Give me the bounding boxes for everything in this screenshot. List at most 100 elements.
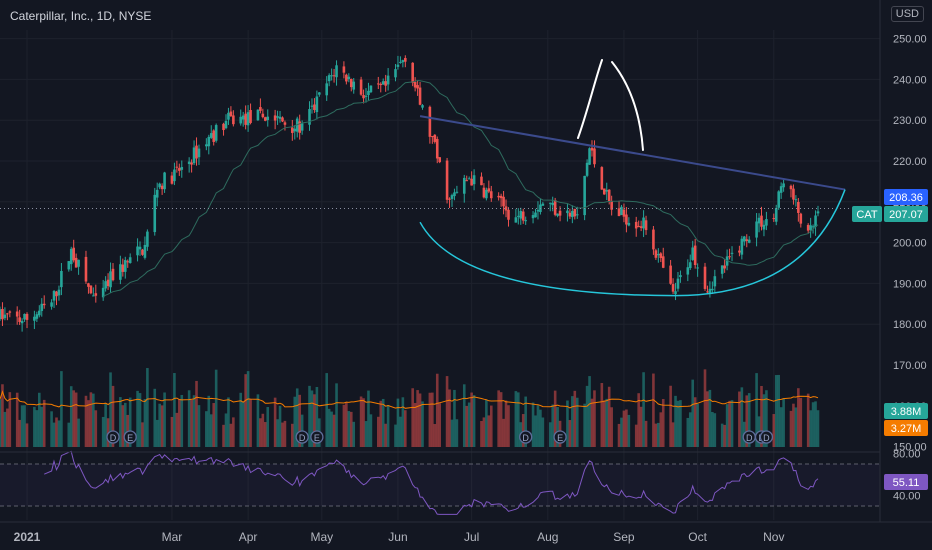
candle-body — [588, 148, 591, 165]
volume-bar — [352, 421, 356, 447]
candle-body — [482, 187, 486, 198]
candle-body — [448, 198, 451, 200]
ticker-badge — [852, 206, 882, 222]
volume-bar — [224, 413, 228, 447]
resistance-line — [419, 115, 846, 191]
candle-body — [747, 239, 751, 243]
volume-bar — [556, 407, 559, 447]
volume-bar — [209, 414, 213, 447]
volume-bar — [521, 414, 525, 447]
candle-body — [789, 185, 793, 190]
volume-bar — [725, 404, 729, 447]
candle-body — [50, 302, 53, 307]
volume-bar — [35, 410, 39, 447]
volume-bar — [69, 386, 73, 447]
volume-bar — [566, 400, 569, 447]
candle-body — [283, 122, 287, 125]
volume-bar — [109, 372, 112, 447]
time-tick-label: Oct — [688, 530, 707, 544]
candle-body — [806, 224, 810, 231]
overlays: DEDEDEDED — [0, 59, 880, 444]
candle-body — [15, 311, 19, 317]
volume-bar — [0, 399, 2, 447]
candle-body — [797, 201, 800, 213]
candle-body — [0, 309, 2, 320]
volume-bar — [657, 422, 660, 447]
candle-body — [60, 271, 63, 288]
volume-bar — [342, 404, 346, 447]
volume-bar — [671, 422, 675, 447]
volume-bar — [74, 392, 78, 447]
volume-bar — [57, 420, 61, 447]
volume-bar — [192, 395, 196, 447]
volume-bar — [588, 376, 591, 447]
volume-bar — [276, 419, 279, 447]
event-marker-label: E — [314, 433, 320, 443]
volume-bar — [435, 373, 439, 447]
event-marker-label: E — [557, 433, 563, 443]
candle-body — [534, 212, 537, 218]
candle-body — [502, 196, 505, 207]
volume-bar — [779, 407, 783, 447]
volume-bar — [404, 410, 407, 447]
candle-body — [583, 175, 586, 216]
volume-bar — [531, 402, 535, 447]
candle-body — [57, 289, 61, 296]
volume-bar — [327, 408, 331, 447]
candle-body — [696, 267, 699, 269]
ticker-price-badge-text: 207.07 — [889, 209, 923, 221]
volume-bar — [634, 424, 638, 447]
volume-bar — [259, 418, 262, 447]
volume-bar — [794, 407, 798, 447]
candle-body — [190, 162, 193, 165]
candle-body — [659, 253, 663, 259]
candle-body — [244, 113, 247, 125]
volume-bar — [639, 406, 643, 447]
volume-bar — [686, 417, 690, 447]
volume-bar — [470, 392, 473, 447]
volume-bar — [173, 373, 176, 447]
volume-bar — [401, 397, 405, 447]
candle-body — [362, 95, 365, 99]
candle-body — [433, 134, 437, 142]
candle-body — [369, 85, 373, 93]
volume-bar — [792, 403, 795, 447]
candle-body — [143, 244, 147, 258]
candle-body — [87, 283, 90, 287]
rsi-badge-text: 55.11 — [893, 477, 920, 489]
dividend-marker — [519, 430, 533, 444]
volume-bar — [94, 410, 98, 447]
price-tick-label: 180.00 — [893, 319, 927, 331]
volume-bar — [362, 398, 365, 447]
candle-body — [92, 295, 95, 297]
moving-average-line — [102, 79, 819, 297]
candle-body — [379, 83, 383, 86]
candle-body — [232, 115, 235, 125]
currency-label[interactable]: USD — [890, 6, 924, 22]
price-badge-text: 208.36 — [889, 192, 923, 204]
volume-bar — [239, 392, 243, 447]
volume-bar — [335, 383, 338, 447]
candle-body — [499, 195, 503, 199]
volume-bar — [111, 385, 115, 447]
volume-bar — [467, 402, 471, 447]
volume-bar — [416, 390, 419, 447]
volume-bar — [774, 375, 778, 447]
candle-body — [674, 291, 677, 295]
volume-bar — [553, 390, 557, 447]
candle-body — [558, 210, 562, 216]
volume-bar — [384, 423, 387, 447]
candle-body — [298, 121, 301, 133]
candle-body — [170, 175, 174, 184]
volume-bar — [708, 389, 712, 447]
candle-body — [327, 75, 331, 82]
volume-bar — [33, 406, 36, 447]
price-tick-label: 190.00 — [893, 278, 927, 290]
candle-body — [738, 250, 741, 253]
time-tick-label: Aug — [537, 530, 558, 544]
candle-body — [123, 260, 127, 272]
candle-body — [593, 148, 596, 165]
volume-bar — [600, 383, 604, 447]
